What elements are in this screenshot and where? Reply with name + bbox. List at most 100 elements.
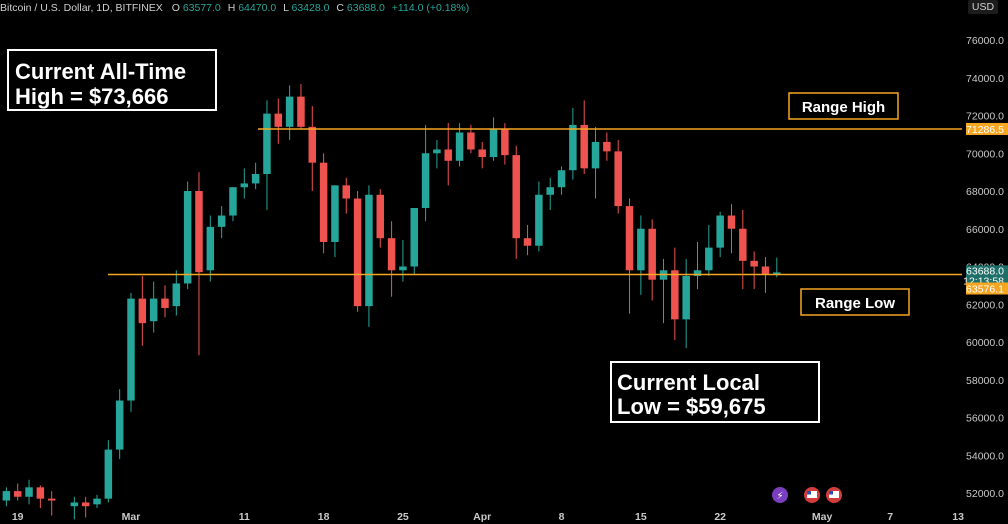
- header-line: Bitcoin / U.S. Dollar, 1D, BITFINEX O 63…: [0, 2, 469, 14]
- candle-body: [365, 194, 373, 307]
- symbol-name: Bitcoin / U.S. Dollar, 1D, BITFINEX: [0, 2, 163, 14]
- candle-body: [455, 132, 464, 161]
- us-flag-canton-2: [829, 491, 833, 495]
- candle-body: [512, 155, 520, 239]
- y-tick-label: 54000.0: [966, 450, 1004, 462]
- us-flag-inner-2: [829, 491, 839, 498]
- candle-body: [716, 215, 724, 248]
- candle-body: [637, 228, 645, 271]
- candle-body: [2, 491, 11, 501]
- candle-body: [625, 206, 634, 271]
- candle-body: [569, 124, 577, 171]
- range-high-price-tag: 71286.5: [966, 124, 1004, 136]
- candle-body: [614, 151, 622, 207]
- close-value: 63688.0: [347, 2, 385, 14]
- candle-body: [251, 174, 260, 184]
- y-tick-label: 70000.0: [966, 148, 1004, 160]
- candle-body: [263, 113, 271, 175]
- x-tick-label: 22: [714, 511, 726, 523]
- candle-body: [421, 153, 430, 208]
- current-price-tag-bg: [966, 265, 1008, 287]
- candle-body: [47, 498, 56, 501]
- candle-body: [478, 149, 486, 158]
- candle-body: [501, 128, 509, 156]
- local-low-text-line2: Low = $59,675: [617, 394, 766, 419]
- y-tick-label: 52000.0: [966, 488, 1004, 500]
- currency-badge[interactable]: [968, 0, 998, 14]
- candles-group: [2, 84, 781, 520]
- y-tick-label: 62000.0: [966, 299, 1004, 311]
- event-icons: ⚡: [772, 487, 842, 503]
- candle-body: [229, 187, 237, 216]
- x-tick-label: 15: [635, 511, 647, 523]
- x-tick-label: Mar: [122, 511, 141, 523]
- candle-body: [81, 502, 90, 507]
- ath-text-line2: High = $73,666: [15, 84, 168, 109]
- current-price-tag: 63688.0: [966, 265, 1004, 277]
- high-label: H: [228, 2, 236, 14]
- candle-body: [523, 238, 532, 246]
- candle-body: [127, 298, 135, 401]
- y-tick-label: 74000.0: [966, 73, 1004, 85]
- range-high-annotation: Range High: [788, 92, 899, 120]
- candle-body: [308, 126, 317, 163]
- ath-text-line1: Current All-Time: [15, 59, 186, 84]
- candle-body: [319, 162, 328, 242]
- candle-body: [433, 149, 441, 154]
- ath-annotation: Current All-Time High = $73,666: [7, 49, 217, 111]
- open-value: 63577.0: [183, 2, 221, 14]
- candle-body: [671, 270, 679, 320]
- range-low-box: [800, 288, 910, 316]
- range-high-box: [788, 92, 899, 120]
- candle-body: [761, 266, 770, 275]
- candle-body: [331, 185, 339, 242]
- candle-body: [750, 260, 758, 267]
- candle-body: [115, 400, 124, 450]
- low-value: 63428.0: [291, 2, 329, 14]
- candle-body: [773, 272, 781, 275]
- y-tick-label: 56000.0: [966, 413, 1004, 425]
- candle-body: [580, 124, 588, 169]
- candle-body: [149, 298, 158, 322]
- y-tick-label: 72000.0: [966, 111, 1004, 123]
- x-axis: 19 Mar 11 18 25 Apr 8 15 22 May 7 13: [12, 511, 964, 523]
- lightning-event-icon[interactable]: [772, 487, 788, 503]
- local-low-box: [610, 361, 820, 423]
- candle-body: [172, 283, 181, 307]
- candle-body: [410, 207, 418, 267]
- candle-body: [285, 96, 294, 127]
- range-low-label: Range Low: [815, 295, 895, 312]
- candle-body: [387, 238, 396, 271]
- candle-body: [693, 270, 702, 276]
- candle-body: [206, 226, 215, 271]
- candle-body: [739, 228, 747, 261]
- candle-body: [705, 247, 713, 271]
- y-tick-label: 60000.0: [966, 337, 1004, 349]
- candle-body: [727, 215, 736, 229]
- candle-body: [399, 266, 407, 271]
- candle-body: [546, 187, 554, 195]
- candle-body: [104, 449, 113, 499]
- candle-body: [591, 141, 600, 169]
- x-tick-label: 19: [12, 511, 24, 523]
- y-tick-label: 58000.0: [966, 375, 1004, 387]
- y-tick-label: 76000.0: [966, 35, 1004, 47]
- x-tick-label: 18: [318, 511, 330, 523]
- candle-body: [444, 149, 452, 161]
- candle-body: [161, 298, 169, 309]
- candle-body: [489, 128, 498, 158]
- candle-body: [603, 141, 611, 152]
- currency-label: USD: [972, 1, 995, 13]
- x-tick-label: 25: [397, 511, 409, 523]
- candle-body: [138, 298, 147, 324]
- range-low-price-tag-bg: [966, 282, 1008, 295]
- x-tick-label: May: [812, 511, 833, 523]
- x-tick-label: Apr: [473, 511, 491, 523]
- x-tick-label: 11: [239, 511, 250, 523]
- candle-body: [297, 96, 305, 127]
- candle-body: [13, 491, 22, 497]
- y-tick-label: 66000.0: [966, 224, 1004, 236]
